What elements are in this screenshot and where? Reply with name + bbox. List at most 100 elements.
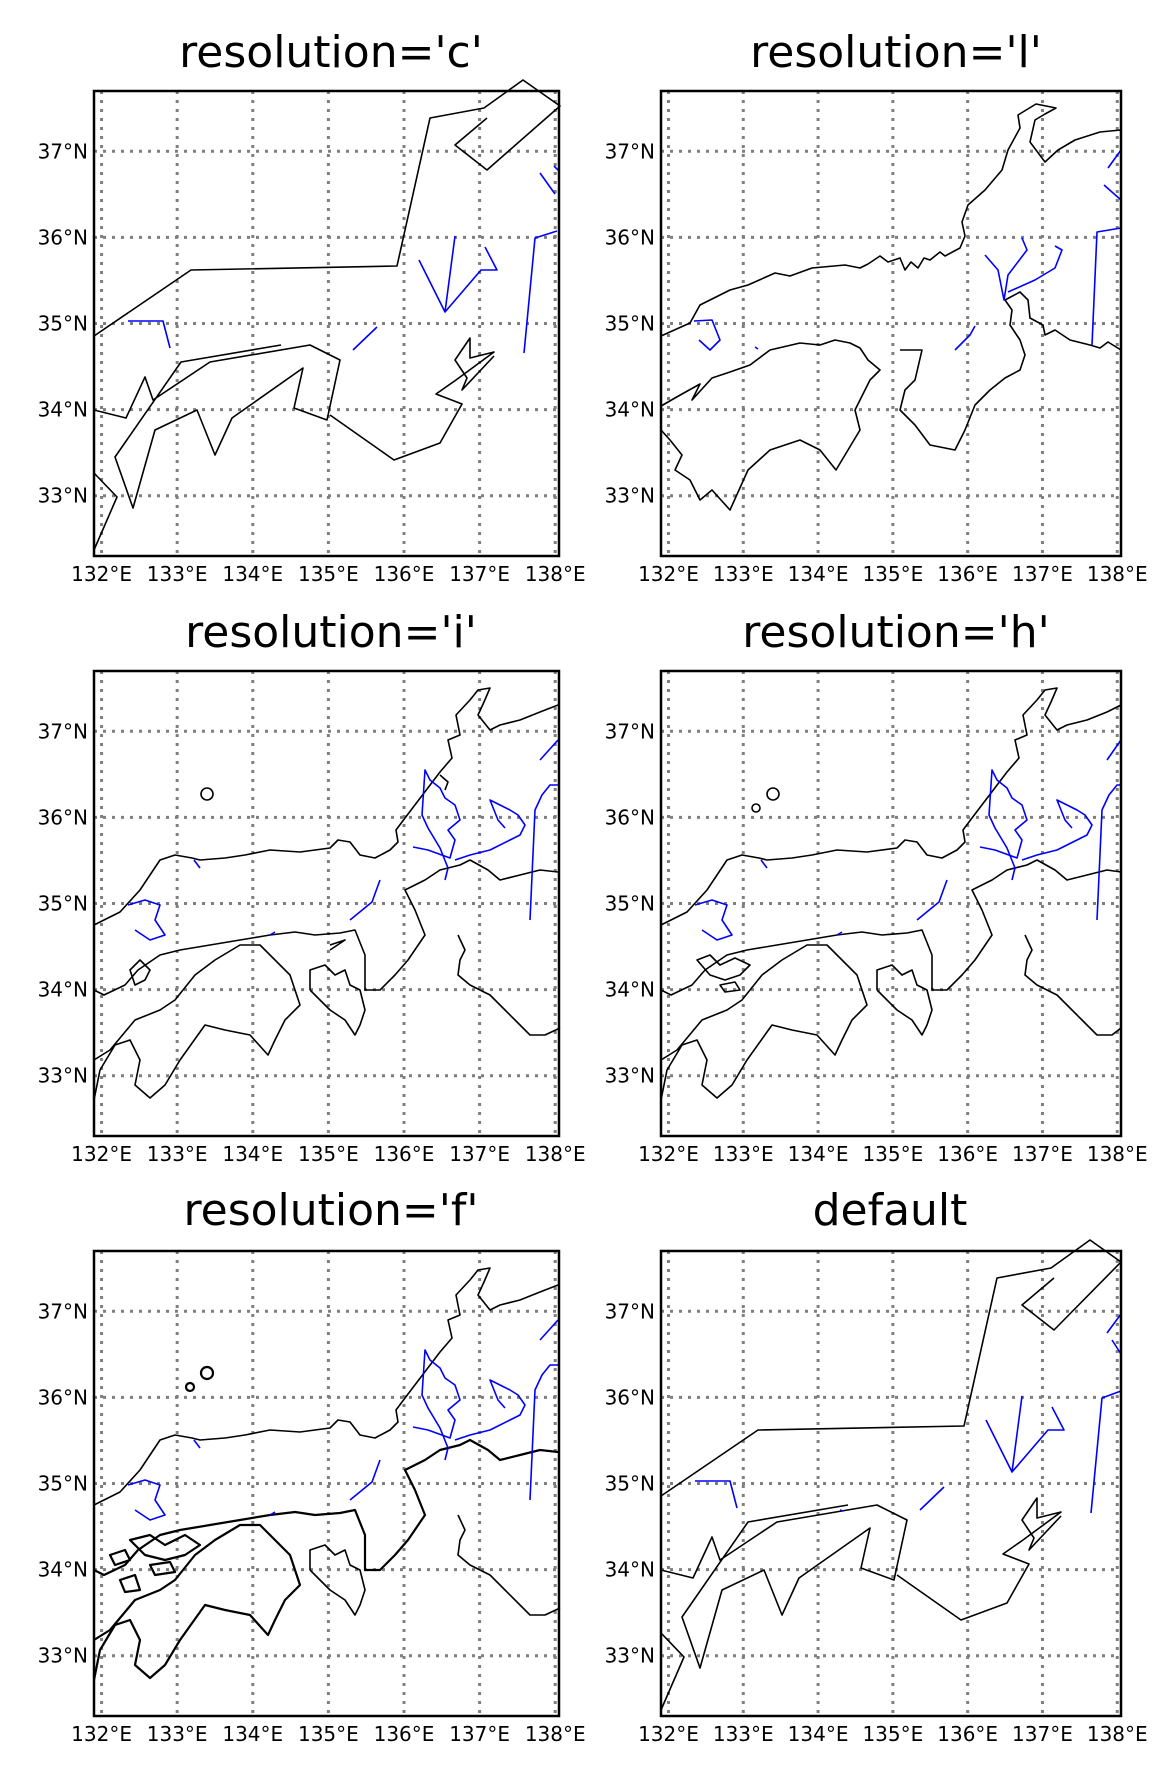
axes-frame [659,1249,1123,1718]
coastline-layer [92,1267,561,1681]
lat-ticks: 37°N 36°N 35°N 34°N 33°N [605,139,655,507]
lon-tick-label: 137°E [1012,1722,1073,1746]
axes-frame [659,89,1123,558]
gridlines [94,91,559,556]
lat-ticks: 37°N 36°N 35°N 34°N 33°N [38,1299,88,1667]
lon-tick-label: 136°E [374,562,435,586]
coastline-layer [93,79,561,551]
lat-tick-label: 37°N [605,1299,655,1323]
gridlines [94,1251,559,1716]
lon-tick-label: 132°E [71,562,132,586]
lon-tick-label: 138°E [525,1142,586,1166]
lon-tick-label: 138°E [525,1722,586,1746]
lat-tick-label: 34°N [38,978,88,1002]
lat-tick-label: 37°N [38,719,88,743]
panel-title: resolution='i' [185,607,477,658]
map-panel-default: default 37°N36°N35°N34°N33°N 132°E 133°E 1… [605,1185,1148,1746]
lon-tick-label: 134°E [788,562,849,586]
lat-tick-label: 35°N [605,892,655,916]
lon-tick-label: 133°E [713,1142,774,1166]
lon-tick-label: 133°E [713,1722,774,1746]
lon-tick-label: 132°E [638,1722,699,1746]
lon-tick-label: 135°E [862,562,923,586]
river-layer [695,1313,1122,1514]
lat-tick-label: 36°N [38,225,88,249]
gridlines [661,671,1121,1136]
panel-title: resolution='f' [184,1185,479,1236]
lon-tick-label: 138°E [1087,1722,1148,1746]
lat-tick-label: 33°N [605,1064,655,1088]
lat-ticks: 37°N 36°N 35°N 34°N 33°N [38,719,88,1087]
lon-tick-label: 136°E [937,1722,998,1746]
map-panel-h: resolution='h' 37°N 36°N 35°N 34°N 33°N 132°… [605,607,1148,1166]
lat-tick-label: 37°N [605,719,655,743]
lon-tick-label: 135°E [862,1142,923,1166]
lon-ticks: 132°E 133°E 134°E 135°E 136°E 137°E 138°E [638,562,1148,586]
river-layer [127,739,559,941]
river-layer [127,1319,559,1521]
lon-tick-label: 137°E [449,1142,510,1166]
lon-ticks: 132°E 133°E 134°E 135°E 136°E 137°E 138°E [71,1142,585,1166]
panel-title: resolution='h' [742,607,1049,658]
lat-tick-label: 34°N [38,1558,88,1582]
lon-tick-label: 134°E [222,1142,283,1166]
gridlines [661,91,1121,556]
gridlines [661,1251,1121,1716]
lon-tick-label: 134°E [222,562,283,586]
lat-tick-label: 33°N [38,1064,88,1088]
lon-tick-label: 134°E [788,1722,849,1746]
lon-tick-label: 138°E [525,562,586,586]
river-layer [128,165,559,354]
river-layer [693,149,1122,351]
lon-tick-label: 133°E [713,562,774,586]
lat-tick-label: 35°N [38,1472,88,1496]
coastline-layer [660,1239,1122,1711]
axes-frame [92,1249,561,1718]
lat-ticks: 37°N 36°N 35°N 34°N 33°N [605,1299,655,1667]
lat-tick-label: 34°N [605,398,655,422]
axes-frame [92,89,561,558]
lon-tick-label: 136°E [937,1142,998,1166]
lat-tick-label: 36°N [38,1385,88,1409]
lon-tick-label: 133°E [147,562,208,586]
lat-tick-label: 36°N [38,805,88,829]
lat-ticks: 37°N 36°N 35°N 34°N 33°N [38,139,88,507]
lat-tick-label: 37°N [38,139,88,163]
lon-tick-label: 135°E [862,1722,923,1746]
panel-title: resolution='c' [179,27,483,78]
map-panel-f: resolution='f' 37°N 36°N 35°N 34°N 33°N 132°… [38,1185,586,1746]
lon-ticks: 132°E 133°E 134°E 135°E 136°E 137°E 138°E [638,1142,1148,1166]
panel-title: default [813,1185,968,1236]
lon-tick-label: 134°E [788,1142,849,1166]
lat-tick-label: 37°N [38,1299,88,1323]
lat-tick-label: 36°N [605,1385,655,1409]
lat-tick-label: 36°N [605,805,655,829]
axes-frame [92,669,561,1138]
lon-tick-label: 132°E [638,562,699,586]
lat-tick-label: 34°N [38,398,88,422]
lon-tick-label: 133°E [147,1142,208,1166]
lon-tick-label: 134°E [222,1722,283,1746]
lat-tick-label: 34°N [605,978,655,1002]
map-panel-c: resolution='c' 37°N 36°N 35°N 34°N 33°N 132°… [38,27,586,586]
lat-tick-label: 35°N [605,1472,655,1496]
lon-ticks: 132°E 133°E 134°E 135°E 136°E 137°E 138°E [638,1722,1148,1746]
coastline-layer [660,687,1122,1101]
lat-tick-label: 37°N [605,139,655,163]
lon-tick-label: 137°E [1012,1142,1073,1166]
lon-tick-label: 133°E [147,1722,208,1746]
lon-ticks: 132°E 133°E 134°E 135°E 136°E 137°E 138°E [71,562,585,586]
lon-tick-label: 135°E [298,562,359,586]
lon-ticks: 132°E 133°E 134°E 135°E 136°E 137°E 138°E [71,1722,585,1746]
lat-tick-label: 35°N [38,892,88,916]
lon-tick-label: 132°E [638,1142,699,1166]
lat-tick-label: 33°N [38,1644,88,1668]
lat-tick-label: 35°N [605,312,655,336]
lat-tick-label: 33°N [38,484,88,508]
lat-tick-label: 33°N [605,1644,655,1668]
panel-title: resolution='l' [750,27,1042,78]
lon-tick-label: 136°E [374,1142,435,1166]
lat-tick-label: 34°N [605,1558,655,1582]
lon-tick-label: 136°E [937,562,998,586]
